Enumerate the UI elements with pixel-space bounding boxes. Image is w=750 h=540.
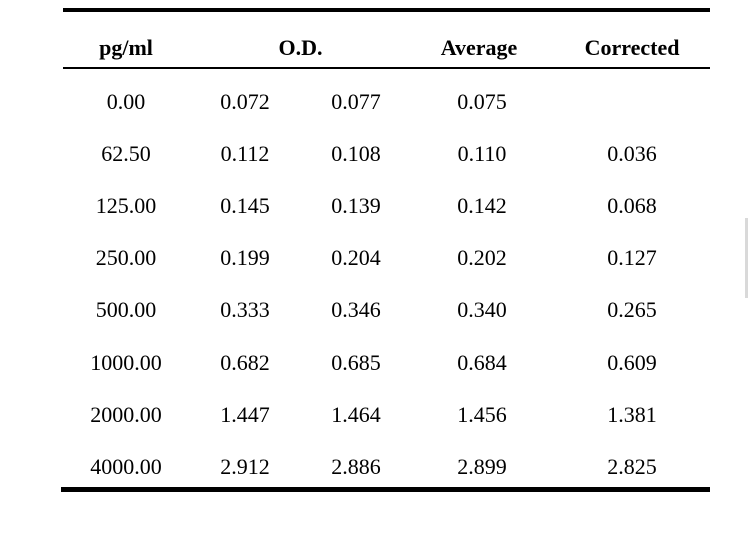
header-corrected: Corrected [584, 35, 680, 60]
cell-corrected: 0.265 [607, 297, 657, 322]
cell-concentration: 62.50 [101, 141, 151, 166]
cell-od-2: 0.139 [331, 193, 381, 218]
cell-average: 2.899 [457, 454, 507, 479]
cell-concentration: 4000.00 [90, 454, 162, 479]
header-od: O.D. [278, 35, 323, 60]
cell-corrected: 2.825 [607, 454, 657, 479]
cell-od-2: 2.886 [331, 454, 381, 479]
cell-od-1: 0.145 [220, 193, 270, 218]
cell-corrected: 0.609 [607, 350, 657, 375]
cell-concentration: 0.00 [106, 89, 146, 114]
cell-corrected: 1.381 [607, 402, 657, 427]
cell-od-1: 1.447 [220, 402, 270, 427]
cell-od-1: 0.333 [220, 297, 270, 322]
table-top-rule [63, 8, 710, 12]
cell-concentration: 1000.00 [90, 350, 162, 375]
cell-od-2: 0.685 [331, 350, 381, 375]
cell-average: 0.142 [457, 193, 507, 218]
cell-average: 0.075 [457, 89, 507, 114]
cell-concentration: 250.00 [95, 245, 157, 270]
cell-average: 0.684 [457, 350, 507, 375]
cell-od-1: 0.112 [220, 141, 270, 166]
cell-od-1: 0.682 [220, 350, 270, 375]
cell-average: 0.340 [457, 297, 507, 322]
header-concentration: pg/ml [99, 35, 153, 60]
cell-od-2: 0.108 [331, 141, 381, 166]
cell-od-2: 1.464 [331, 402, 381, 427]
cell-average: 0.110 [457, 141, 507, 166]
cell-od-2: 0.204 [331, 245, 381, 270]
cell-concentration: 500.00 [95, 297, 157, 322]
cell-concentration: 125.00 [95, 193, 157, 218]
cell-od-1: 0.072 [220, 89, 270, 114]
page-edge-mark [745, 218, 748, 298]
cell-corrected: 0.036 [607, 141, 657, 166]
table-header-rule [63, 67, 710, 69]
cell-od-2: 0.346 [331, 297, 381, 322]
cell-od-2: 0.077 [331, 89, 381, 114]
cell-corrected: 0.127 [607, 245, 657, 270]
cell-od-1: 0.199 [220, 245, 270, 270]
cell-od-1: 2.912 [220, 454, 270, 479]
cell-corrected: 0.068 [607, 193, 657, 218]
table-bottom-rule [61, 487, 710, 492]
cell-concentration: 2000.00 [90, 402, 162, 427]
cell-average: 0.202 [457, 245, 507, 270]
cell-average: 1.456 [457, 402, 507, 427]
header-average: Average [440, 35, 518, 60]
